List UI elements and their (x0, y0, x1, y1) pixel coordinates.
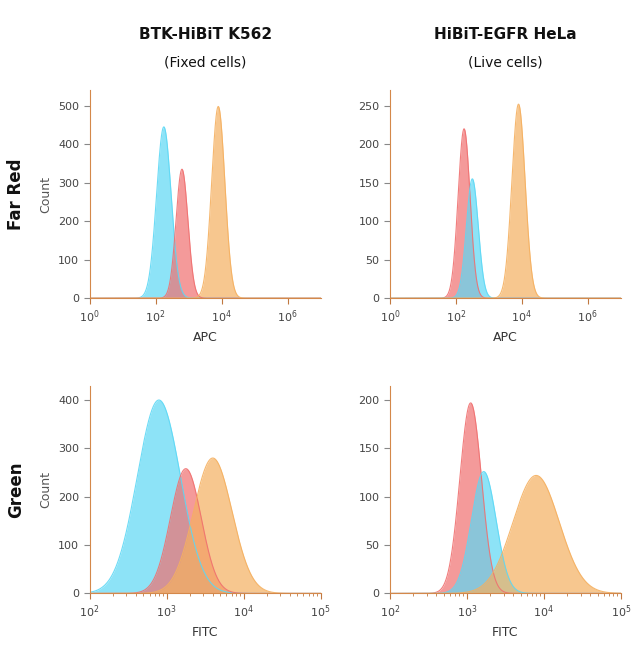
X-axis label: APC: APC (193, 331, 218, 344)
X-axis label: FITC: FITC (192, 626, 218, 639)
Text: BTK-HiBiT K562: BTK-HiBiT K562 (138, 27, 271, 42)
Text: (Live cells): (Live cells) (468, 55, 543, 69)
Y-axis label: Count: Count (40, 175, 52, 213)
Y-axis label: Count: Count (40, 471, 52, 508)
Text: Far Red: Far Red (7, 159, 25, 230)
Text: Green: Green (7, 461, 25, 518)
Text: HiBiT-EGFR HeLa: HiBiT-EGFR HeLa (434, 27, 577, 42)
X-axis label: FITC: FITC (492, 626, 518, 639)
Text: (Fixed cells): (Fixed cells) (164, 55, 246, 69)
X-axis label: APC: APC (493, 331, 518, 344)
